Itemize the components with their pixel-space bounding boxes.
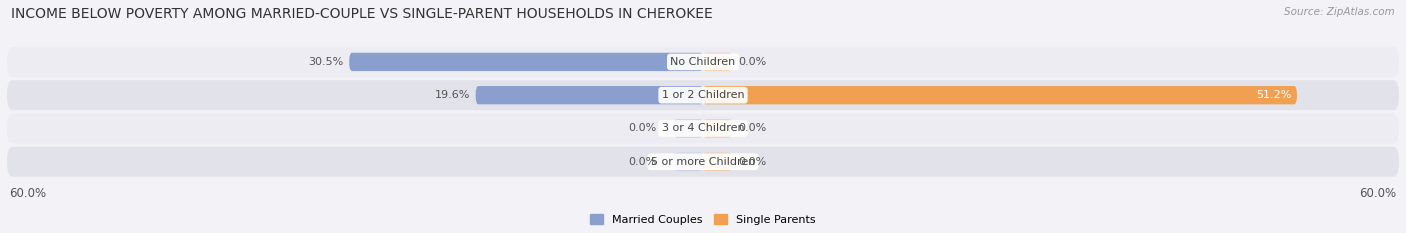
Text: 3 or 4 Children: 3 or 4 Children <box>662 123 744 134</box>
FancyBboxPatch shape <box>703 153 733 171</box>
Text: 60.0%: 60.0% <box>1360 187 1396 200</box>
FancyBboxPatch shape <box>7 113 1399 144</box>
Text: Source: ZipAtlas.com: Source: ZipAtlas.com <box>1284 7 1395 17</box>
Text: 60.0%: 60.0% <box>10 187 46 200</box>
Text: 0.0%: 0.0% <box>738 123 766 134</box>
FancyBboxPatch shape <box>703 119 733 138</box>
Text: 0.0%: 0.0% <box>738 157 766 167</box>
FancyBboxPatch shape <box>7 47 1399 77</box>
Text: 0.0%: 0.0% <box>628 123 657 134</box>
Text: 30.5%: 30.5% <box>308 57 343 67</box>
Text: 19.6%: 19.6% <box>434 90 470 100</box>
FancyBboxPatch shape <box>673 119 703 138</box>
Text: 51.2%: 51.2% <box>1256 90 1291 100</box>
Text: 0.0%: 0.0% <box>738 57 766 67</box>
Text: 0.0%: 0.0% <box>628 157 657 167</box>
FancyBboxPatch shape <box>475 86 703 104</box>
Text: 1 or 2 Children: 1 or 2 Children <box>662 90 744 100</box>
Legend: Married Couples, Single Parents: Married Couples, Single Parents <box>586 210 820 229</box>
FancyBboxPatch shape <box>7 80 1399 110</box>
FancyBboxPatch shape <box>7 147 1399 177</box>
Text: INCOME BELOW POVERTY AMONG MARRIED-COUPLE VS SINGLE-PARENT HOUSEHOLDS IN CHEROKE: INCOME BELOW POVERTY AMONG MARRIED-COUPL… <box>11 7 713 21</box>
FancyBboxPatch shape <box>703 53 733 71</box>
Text: 5 or more Children: 5 or more Children <box>651 157 755 167</box>
FancyBboxPatch shape <box>349 53 703 71</box>
Text: No Children: No Children <box>671 57 735 67</box>
FancyBboxPatch shape <box>703 86 1296 104</box>
FancyBboxPatch shape <box>673 153 703 171</box>
